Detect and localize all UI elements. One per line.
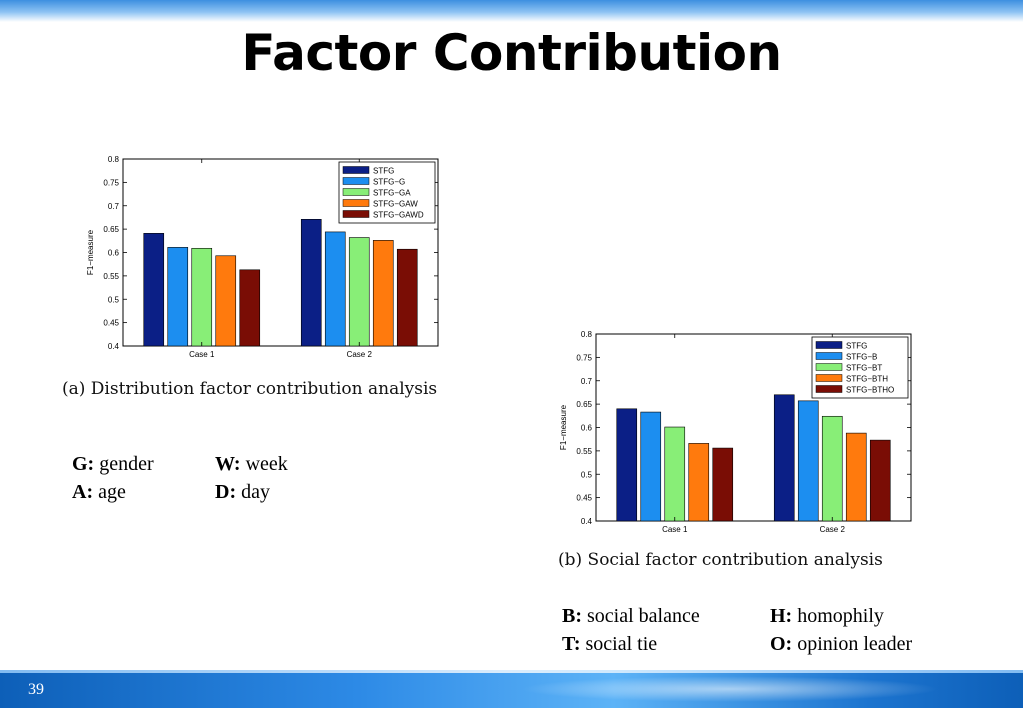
abbreviation-item: H: homophily [770,605,884,627]
abbreviation-list-a1: G: gender A: age [72,450,154,506]
bar [616,408,638,522]
legend-label: STFG−BT [846,364,882,373]
bar [372,240,394,347]
y-tick-label: 0.5 [581,470,593,479]
bar [688,443,710,522]
bottom-gradient-band [0,670,1023,708]
y-tick-label: 0.75 [576,353,592,362]
distribution-factor-chart: 0.4 0.45 0.5 0.55 0.6 0.65 0.7 0.75 0.8 F1−measur… [86,155,439,359]
y-tick-label: 0.6 [581,424,593,433]
legend-swatch [342,199,370,207]
x-tick-label: Case 2 [347,350,373,359]
legend-label: STFG−GA [373,189,411,198]
x-tick-label: Case 2 [820,525,846,534]
abbreviation-item: B: social balance [562,605,700,627]
bar [300,219,322,347]
legend-swatch [815,341,843,349]
bar [396,248,418,347]
y-axis-label: F1−measure [86,229,95,275]
bar [191,247,213,347]
bar [797,400,819,522]
bar [143,233,165,347]
legend-swatch [342,177,370,185]
y-tick-label: 0.45 [103,319,119,328]
y-tick-label: 0.45 [576,494,592,503]
caption-social-analysis: (b) Social factor contribution analysis [558,550,883,570]
x-tick-label: Case 1 [662,525,688,534]
bar [239,269,261,347]
abbreviation-item: T: social tie [562,633,658,655]
y-tick-label: 0.6 [108,249,120,258]
y-tick-label: 0.8 [581,330,593,339]
bar [773,394,795,522]
abbreviation-list-b2: H: homophily O: opinion leader [770,602,912,658]
y-tick-label: 0.55 [103,272,119,281]
bar [821,415,843,522]
legend-swatch [815,352,843,360]
abbreviation-item: O: opinion leader [770,633,913,655]
legend-label: STFG−BTHO [846,386,894,395]
bar [869,439,891,522]
bar [215,255,237,347]
y-tick-label: 0.75 [103,178,119,187]
legend-label: STFG−G [373,178,405,187]
legend-swatch [815,363,843,371]
y-tick-label: 0.4 [581,517,593,526]
top-gradient-band [0,0,1023,22]
legend-label: STFG−B [846,353,877,362]
abbreviation-item: A: age [72,481,126,503]
abbreviation-list-a2: W: week D: day [215,450,288,506]
legend-swatch [342,210,370,218]
abbreviation-item: G: gender [72,453,154,475]
y-axis-label: F1−measure [559,404,568,450]
abbreviation-item: W: week [215,453,288,475]
social-factor-chart: 0.4 0.45 0.5 0.55 0.6 0.65 0.7 0.75 0.8 F1−measur… [559,330,912,534]
legend-label: STFG−GAW [373,200,418,209]
bar [324,231,346,347]
legend-swatch [342,188,370,196]
bar [640,411,662,522]
bar [348,237,370,347]
y-tick-label: 0.8 [108,155,120,164]
bar [712,447,734,522]
y-tick-label: 0.65 [103,225,119,234]
bar [664,426,686,522]
caption-distribution-analysis: (a) Distribution factor contribution ana… [62,379,438,399]
x-tick-label: Case 1 [189,350,215,359]
slide-title: Factor Contribution [241,24,782,82]
y-tick-label: 0.65 [576,400,592,409]
legend-label: STFG−BTH [846,375,888,384]
legend-label: STFG [846,342,867,351]
y-tick-label: 0.4 [108,342,120,351]
y-tick-label: 0.7 [108,202,120,211]
legend-swatch [342,166,370,174]
page-number: 39 [28,681,44,698]
abbreviation-item: D: day [215,481,270,503]
bar [845,432,867,522]
abbreviation-list-b1: B: social balance T: social tie [562,602,700,658]
y-tick-label: 0.7 [581,377,593,386]
legend-swatch [815,374,843,382]
legend-label: STFG [373,167,394,176]
legend-swatch [815,385,843,393]
bar [167,247,189,347]
y-tick-label: 0.55 [576,447,592,456]
y-tick-label: 0.5 [108,295,120,304]
legend-label: STFG−GAWD [373,211,424,220]
